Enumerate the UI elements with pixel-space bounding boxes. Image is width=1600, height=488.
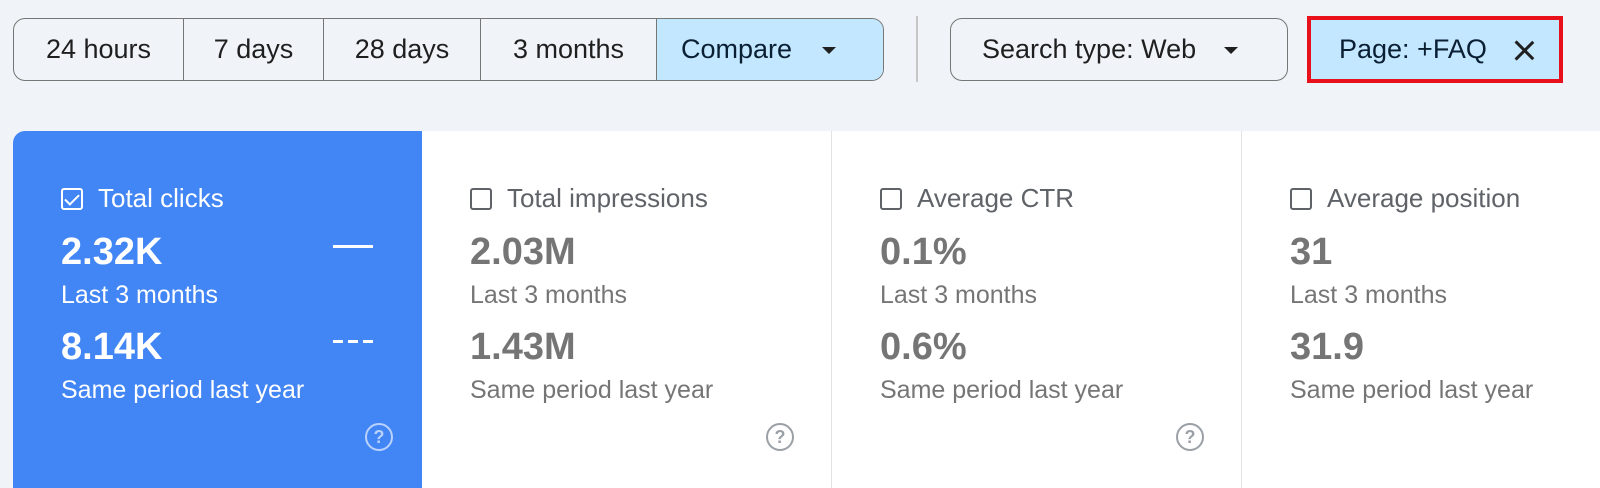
checkbox-icon[interactable]	[470, 187, 492, 210]
metric-card-total-clicks[interactable]: Total clicks 2.32K Last 3 months 8.14K S…	[13, 131, 422, 488]
date-option-28-days[interactable]: 28 days	[324, 19, 481, 80]
dashed-line-legend-icon	[333, 340, 373, 343]
metric-header: Average CTR	[880, 183, 1074, 214]
search-type-dropdown[interactable]: Search type: Web	[950, 18, 1288, 81]
chevron-down-icon	[1224, 47, 1239, 54]
date-option-24-hours[interactable]: 24 hours	[14, 19, 184, 80]
metric-title: Total impressions	[507, 183, 708, 213]
compare-dropdown[interactable]: Compare	[657, 19, 883, 80]
checkbox-icon[interactable]	[61, 187, 83, 210]
current-value: 0.1%	[880, 231, 967, 273]
current-value: 31	[1290, 231, 1333, 273]
previous-value: 31.9	[1290, 326, 1364, 368]
page-filter-chip[interactable]: Page: +FAQ	[1307, 16, 1563, 83]
previous-period-label: Same period last year	[470, 376, 714, 404]
metric-card-average-ctr[interactable]: Average CTR 0.1% Last 3 months 0.6% Same…	[832, 131, 1242, 488]
date-option-3-months[interactable]: 3 months	[481, 19, 657, 80]
previous-period-label: Same period last year	[880, 376, 1124, 404]
current-value: 2.32K	[61, 231, 163, 273]
current-value: 2.03M	[470, 231, 576, 273]
close-icon[interactable]	[1513, 39, 1535, 61]
metric-header: Average position	[1290, 183, 1520, 214]
metric-title: Average CTR	[917, 183, 1075, 213]
checkbox-icon[interactable]	[1290, 187, 1312, 210]
metric-cards: Total clicks 2.32K Last 3 months 8.14K S…	[13, 131, 1600, 488]
current-period-label: Last 3 months	[880, 281, 1038, 309]
metric-title: Total clicks	[98, 183, 224, 213]
current-period-label: Last 3 months	[61, 281, 219, 309]
previous-value: 0.6%	[880, 326, 967, 368]
metric-card-average-position[interactable]: Average position 31 Last 3 months 31.9 S…	[1242, 131, 1600, 488]
metric-card-total-impressions[interactable]: Total impressions 2.03M Last 3 months 1.…	[422, 131, 832, 488]
help-circle-icon[interactable]: ?	[1176, 423, 1204, 451]
compare-label: Compare	[681, 34, 793, 64]
metric-title: Average position	[1327, 183, 1521, 213]
solid-line-legend-icon	[333, 245, 373, 248]
previous-period-label: Same period last year	[1290, 376, 1534, 404]
toolbar-divider	[916, 16, 918, 82]
date-option-7-days[interactable]: 7 days	[184, 19, 324, 80]
search-type-label: Search type: Web	[982, 34, 1197, 64]
chevron-down-icon	[822, 47, 837, 54]
page-filter-label: Page: +FAQ	[1339, 34, 1487, 64]
current-period-label: Last 3 months	[1290, 281, 1448, 309]
previous-period-label: Same period last year	[61, 376, 305, 404]
help-circle-icon[interactable]: ?	[365, 423, 393, 451]
metric-header: Total impressions	[470, 183, 708, 214]
help-circle-icon[interactable]: ?	[766, 423, 794, 451]
previous-value: 8.14K	[61, 326, 163, 368]
metric-header: Total clicks	[61, 183, 224, 214]
current-period-label: Last 3 months	[470, 281, 628, 309]
checkbox-icon[interactable]	[880, 187, 902, 210]
date-range-selector: 24 hours 7 days 28 days 3 months Compare	[13, 18, 884, 81]
previous-value: 1.43M	[470, 326, 576, 368]
